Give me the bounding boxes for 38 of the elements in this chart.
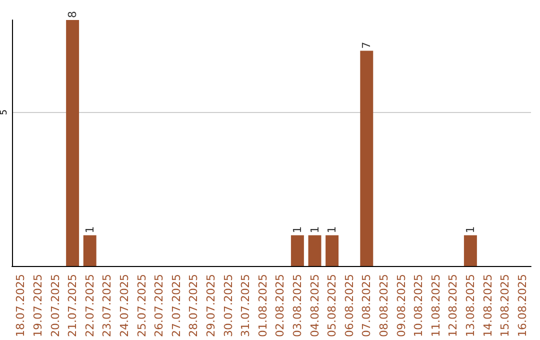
x-tick-label: 19.07.2025 bbox=[31, 274, 44, 338]
x-tick-label: 24.07.2025 bbox=[118, 274, 131, 338]
x-tick-label: 04.08.2025 bbox=[308, 274, 322, 338]
data-label: 1 bbox=[83, 226, 96, 234]
x-tick-label: 18.07.2025 bbox=[14, 274, 28, 338]
x-tick-label: 02.08.2025 bbox=[274, 274, 287, 338]
data-label: 1 bbox=[308, 226, 322, 234]
x-tick-label: 10.08.2025 bbox=[412, 274, 426, 338]
x-tick-label: 21.07.2025 bbox=[66, 274, 80, 338]
x-tick-label: 23.07.2025 bbox=[100, 274, 114, 338]
x-tick-label: 12.08.2025 bbox=[446, 274, 460, 338]
x-tick-label: 28.07.2025 bbox=[187, 274, 200, 338]
data-label: 1 bbox=[326, 226, 339, 234]
x-tick-label: 07.08.2025 bbox=[360, 274, 374, 338]
x-tick-label: 26.07.2025 bbox=[152, 274, 166, 338]
data-label: 8 bbox=[66, 11, 80, 18]
data-label: 7 bbox=[360, 42, 374, 49]
x-tick-label: 29.07.2025 bbox=[204, 274, 218, 338]
x-tick-label: 03.08.2025 bbox=[290, 274, 304, 338]
x-tick-label: 09.08.2025 bbox=[394, 274, 408, 338]
x-tick-label: 08.08.2025 bbox=[377, 274, 390, 338]
x-tick-label: 31.07.2025 bbox=[239, 274, 252, 338]
data-label: 1 bbox=[290, 226, 304, 234]
x-tick-label: 22.07.2025 bbox=[83, 274, 96, 338]
x-tick-label: 27.07.2025 bbox=[170, 274, 183, 338]
x-tick-label: 06.08.2025 bbox=[342, 274, 356, 338]
x-tick-label: 01.08.2025 bbox=[256, 274, 270, 338]
y-tick-label: 5 bbox=[0, 109, 10, 116]
x-tick-label: 25.07.2025 bbox=[135, 274, 148, 338]
x-tick-label: 13.08.2025 bbox=[464, 274, 477, 338]
data-label: 1 bbox=[464, 226, 477, 234]
x-tick-label: 14.08.2025 bbox=[481, 274, 494, 338]
x-tick-label: 15.08.2025 bbox=[498, 274, 512, 338]
x-tick-label: 11.08.2025 bbox=[429, 274, 442, 338]
x-tick-label: 16.08.2025 bbox=[516, 274, 529, 338]
x-tick-label: 20.07.2025 bbox=[48, 274, 62, 338]
x-tick-label: 05.08.2025 bbox=[326, 274, 339, 338]
x-tick-label: 30.07.2025 bbox=[222, 274, 235, 338]
